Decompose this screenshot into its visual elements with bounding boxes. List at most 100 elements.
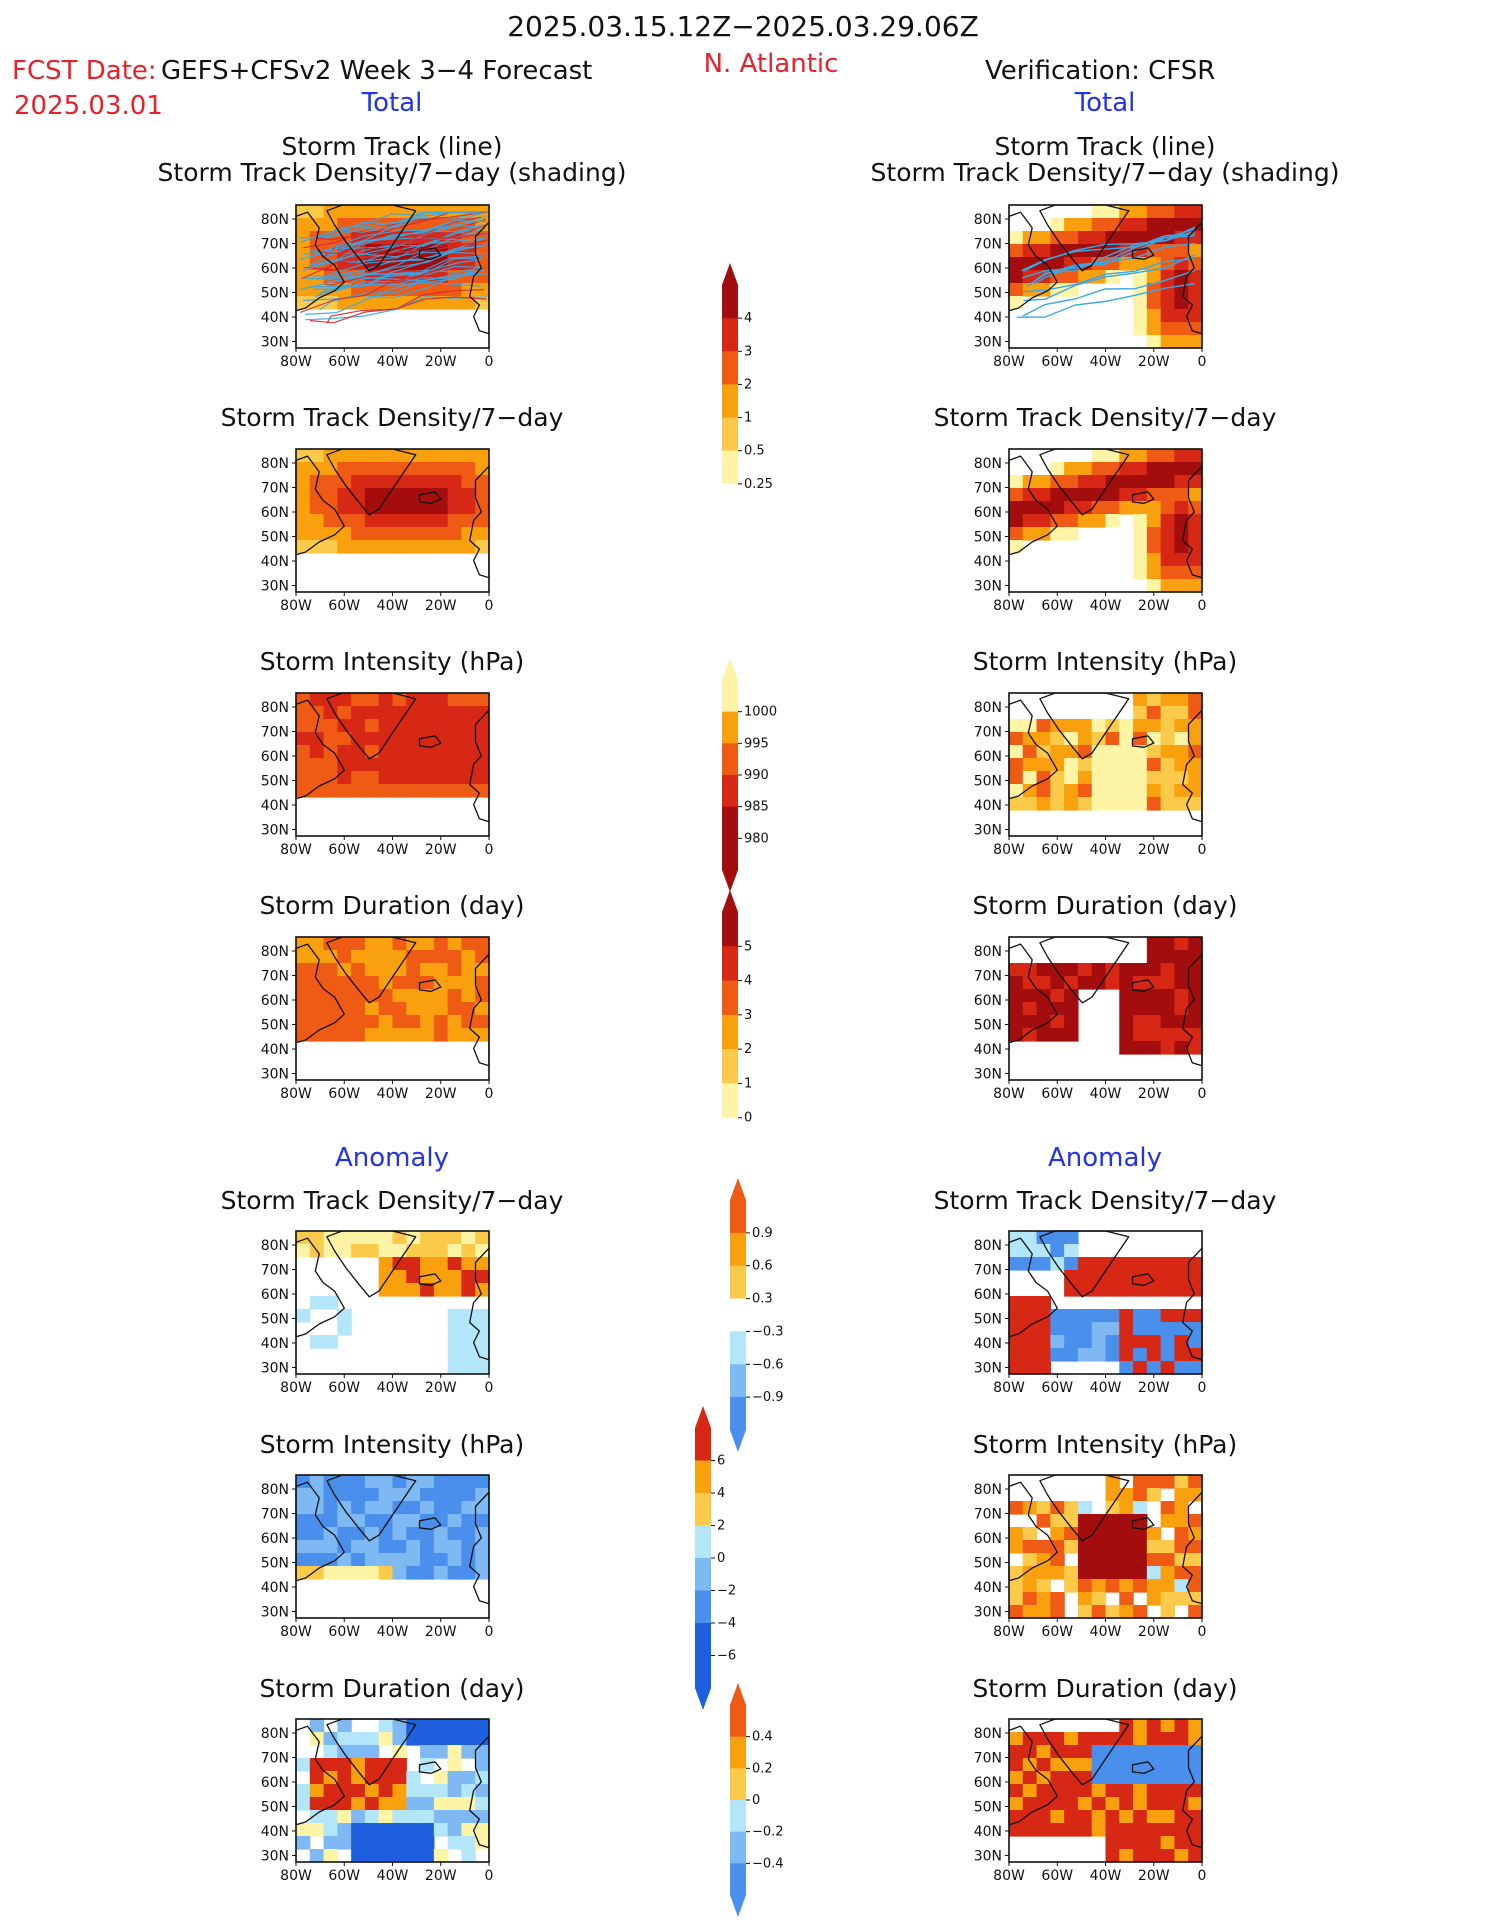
grid-cell xyxy=(406,784,421,798)
grid-cell xyxy=(447,1257,463,1271)
grid-cell xyxy=(406,1244,421,1258)
grid-cell xyxy=(1091,488,1107,502)
grid-cell xyxy=(1174,1797,1189,1811)
grid-cell xyxy=(1050,501,1065,515)
grid-cell xyxy=(1077,1784,1093,1798)
grid-cell xyxy=(461,1745,476,1759)
grid-cell xyxy=(1064,1579,1079,1593)
lon-tick-label: 80W xyxy=(280,598,312,614)
grid-cell xyxy=(296,937,311,951)
grid-cell xyxy=(337,1527,352,1541)
grid-cell xyxy=(1133,475,1148,489)
grid-cell xyxy=(337,1501,352,1515)
grid-cell xyxy=(1077,1335,1093,1349)
lat-tick-label: 40N xyxy=(974,1580,1002,1596)
grid-cell xyxy=(309,1540,325,1554)
grid-cell xyxy=(309,1732,325,1746)
storm-track-line xyxy=(308,228,486,259)
storm-track-line xyxy=(1023,258,1196,293)
grid-cell xyxy=(420,1836,435,1850)
grid-cell xyxy=(1160,514,1176,528)
grid-cell xyxy=(475,270,490,284)
grid-cell xyxy=(1009,514,1024,528)
grid-cell xyxy=(392,1719,407,1733)
grid-cell xyxy=(337,1002,352,1016)
grid-cell xyxy=(1050,1309,1065,1323)
storm-track-line xyxy=(301,233,488,280)
grid-cell xyxy=(447,488,463,502)
grid-cell xyxy=(1077,501,1093,515)
grid-cell xyxy=(406,218,421,232)
grid-cell xyxy=(351,1836,366,1850)
grid-cell xyxy=(1091,758,1107,772)
storm-track-line xyxy=(303,216,481,271)
grid-cell xyxy=(1133,205,1148,219)
grid-cell xyxy=(1146,1566,1162,1580)
coastline xyxy=(1182,709,1203,823)
grid-cell xyxy=(1091,1270,1107,1284)
grid-cell xyxy=(1091,501,1107,515)
grid-cell xyxy=(323,283,338,297)
grid-cell xyxy=(337,1309,352,1323)
grid-cell xyxy=(1036,1335,1051,1349)
grid-cell xyxy=(364,784,380,798)
grid-cell xyxy=(475,1732,490,1746)
grid-cell xyxy=(475,771,490,785)
grid-cell xyxy=(461,1566,476,1580)
grid-cell xyxy=(447,1810,463,1824)
grid-cell xyxy=(1064,1784,1079,1798)
grid-cell xyxy=(475,488,490,502)
grid-cell xyxy=(1160,706,1176,720)
grid-cell xyxy=(433,1823,449,1837)
grid-cell xyxy=(1091,1823,1107,1837)
grid-cell xyxy=(447,1514,463,1528)
grid-cell xyxy=(1119,1849,1134,1863)
grid-cell xyxy=(461,937,476,951)
grid-cell xyxy=(406,501,421,515)
grid-cell xyxy=(1133,1270,1148,1284)
colorbar-label: 1 xyxy=(744,1076,752,1091)
lat-tick-label: 40N xyxy=(261,1580,289,1596)
grid-cell xyxy=(1119,1361,1134,1375)
grid-cell xyxy=(1050,1784,1065,1798)
grid-cell xyxy=(337,1015,352,1029)
grid-cell xyxy=(1188,1810,1203,1824)
grid-cell xyxy=(433,449,449,463)
grid-cell xyxy=(1174,1015,1189,1029)
grid-cell xyxy=(1119,976,1134,990)
grid-cell xyxy=(1146,1283,1162,1297)
grid-cell xyxy=(447,950,463,964)
grid-cell xyxy=(351,937,366,951)
grid-cell xyxy=(1133,1849,1148,1863)
grid-cell xyxy=(1119,462,1134,476)
grid-cell xyxy=(1133,501,1148,515)
title-density-left: Storm Track Density/7−day xyxy=(220,403,564,432)
grid-cell xyxy=(461,1719,476,1733)
grid-cell xyxy=(1188,1002,1203,1016)
grid-cell xyxy=(1077,797,1093,811)
grid-cell xyxy=(406,1810,421,1824)
grid-cell xyxy=(461,758,476,772)
grid-cell xyxy=(1133,1257,1148,1271)
grid-cell xyxy=(296,449,311,463)
grid-cell xyxy=(351,296,366,310)
grid-cell xyxy=(351,784,366,798)
grid-cell xyxy=(364,1514,380,1528)
grid-cell xyxy=(1174,1041,1189,1055)
grid-cell xyxy=(296,218,311,232)
grid-cell xyxy=(1105,1797,1120,1811)
grid-cell xyxy=(447,1797,463,1811)
grid-cell xyxy=(337,1488,352,1502)
lon-tick-label: 0 xyxy=(485,354,494,370)
grid-cell xyxy=(1009,719,1024,733)
grid-cell xyxy=(1174,1335,1189,1349)
grid-cell xyxy=(337,514,352,528)
grid-cell xyxy=(323,218,338,232)
grid-cell xyxy=(337,449,352,463)
grid-cell xyxy=(1036,1244,1051,1258)
grid-cell xyxy=(1105,758,1120,772)
fcst-date-value: 2025.03.01 xyxy=(14,91,163,121)
grid-cell xyxy=(461,1283,476,1297)
coastline xyxy=(469,465,490,579)
grid-cell xyxy=(309,501,325,515)
